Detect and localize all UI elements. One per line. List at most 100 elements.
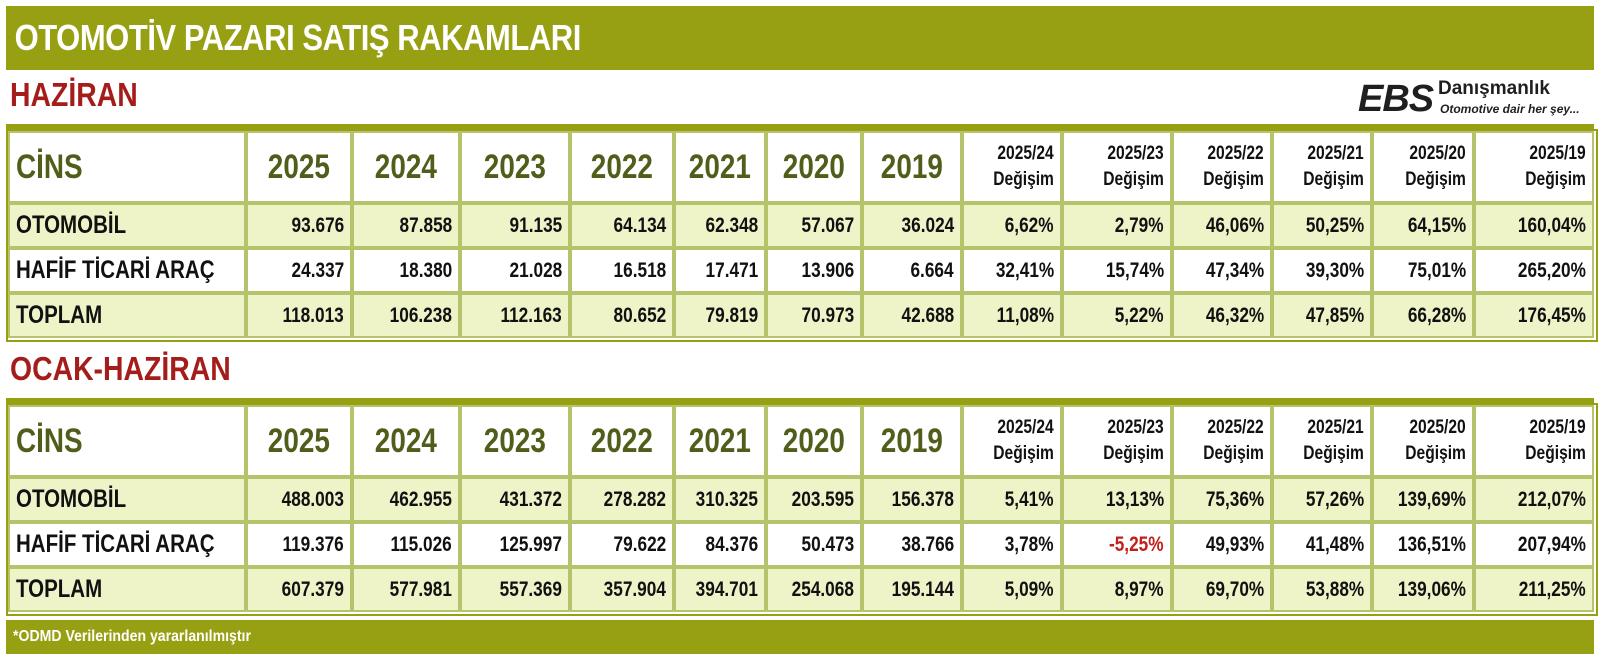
change-label: Değişim (993, 443, 1054, 464)
column-header-change: 2025/21 Değişim (1272, 131, 1372, 203)
change-value-text: 5,41% (1005, 487, 1054, 511)
change-period: 2025/20 (1409, 143, 1466, 164)
sales-value: 577.981 (352, 567, 460, 612)
row-label: HAFİF TİCARİ ARAÇ (8, 248, 246, 293)
row-label-text: HAFİF TİCARİ ARAÇ (16, 530, 215, 558)
change-period: 2025/19 (1529, 143, 1586, 164)
change-period: 2025/20 (1409, 417, 1466, 438)
sales-value: 125.997 (460, 522, 570, 567)
change-value: 5,41% (962, 477, 1062, 522)
sales-value-text: 462.955 (389, 487, 452, 511)
column-header-year: 2025 (246, 131, 352, 203)
footer-banner: *ODMD Verilerinden yararlanılmıştır (6, 620, 1594, 654)
change-period: 2025/21 (1307, 417, 1364, 438)
change-period: 2025/23 (1107, 143, 1164, 164)
change-label: Değişim (1203, 169, 1264, 190)
sales-value: 431.372 (460, 477, 570, 522)
change-value-text: 49,93% (1205, 532, 1264, 556)
sales-value: 21.028 (460, 248, 570, 293)
source-note: *ODMD Verilerinden yararlanılmıştır (13, 628, 251, 645)
sales-value-text: 50.473 (801, 532, 854, 556)
sales-value-text: 6.664 (910, 258, 954, 282)
sales-value-text: 431.372 (499, 487, 562, 511)
column-header-year-text: 2023 (483, 421, 547, 460)
sales-value: 607.379 (246, 567, 352, 612)
change-period: 2025/23 (1107, 417, 1164, 438)
sales-value: 50.473 (766, 522, 862, 567)
sales-value-text: 64.134 (613, 213, 666, 237)
sales-value: 62.348 (674, 203, 766, 248)
column-header-year: 2019 (862, 405, 962, 477)
sales-value-text: 115.026 (390, 532, 452, 556)
row-label: TOPLAM (8, 293, 246, 338)
change-value: 5,22% (1062, 293, 1172, 338)
sales-value: 156.378 (862, 477, 962, 522)
section-divider (6, 398, 1594, 403)
column-header-year-text: 2023 (483, 147, 547, 186)
sales-value-text: 156.378 (891, 487, 954, 511)
change-value-text: 6,62% (1005, 213, 1054, 237)
sales-value-text: 125.997 (499, 532, 562, 556)
change-period: 2025/19 (1529, 417, 1586, 438)
change-value: 207,94% (1474, 522, 1594, 567)
change-value: 2,79% (1062, 203, 1172, 248)
sales-value: 106.238 (352, 293, 460, 338)
change-value: 41,48% (1272, 522, 1372, 567)
change-value-text: 64,15% (1407, 213, 1466, 237)
change-period: 2025/21 (1307, 143, 1364, 164)
sales-value-text: 21.028 (509, 258, 562, 282)
change-value-text: 5,09% (1005, 577, 1054, 601)
column-header-year: 2023 (460, 131, 570, 203)
column-header-year: 2020 (766, 405, 862, 477)
sales-value-text: 119.376 (282, 532, 344, 556)
change-value: 75,36% (1172, 477, 1272, 522)
change-period: 2025/24 (997, 417, 1054, 438)
section-divider (6, 124, 1594, 129)
sales-value: 118.013 (246, 293, 352, 338)
change-value-text: 57,26% (1305, 487, 1364, 511)
sales-value: 203.595 (766, 477, 862, 522)
column-header-year: 2022 (570, 405, 674, 477)
change-value-text: 211,25% (1518, 577, 1586, 601)
sales-value: 310.325 (674, 477, 766, 522)
column-header-year-text: 2024 (374, 147, 438, 186)
sales-value: 57.067 (766, 203, 862, 248)
change-label: Değişim (1405, 169, 1466, 190)
row-label-text: OTOMOBİL (16, 485, 127, 513)
change-value-text: 15,74% (1105, 258, 1164, 282)
sales-value-text: 13.906 (801, 258, 854, 282)
change-value-text: 5,22% (1115, 303, 1164, 327)
change-value-text: 160,04% (1518, 213, 1586, 237)
section-title-haziran: HAZİRAN (10, 76, 138, 113)
sales-value: 18.380 (352, 248, 460, 293)
change-label: Değişim (1303, 443, 1364, 464)
sales-value-text: 16.518 (613, 258, 666, 282)
change-value: -5,25% (1062, 522, 1172, 567)
change-value-text: 207,94% (1518, 532, 1586, 556)
sales-value-text: 87.858 (399, 213, 452, 237)
sales-value-text: 488.003 (281, 487, 344, 511)
column-header-category: CİNS (8, 131, 246, 203)
change-value: 57,26% (1272, 477, 1372, 522)
sales-value: 254.068 (766, 567, 862, 612)
change-value: 50,25% (1272, 203, 1372, 248)
column-header-year: 2025 (246, 405, 352, 477)
change-label: Değişim (1103, 443, 1164, 464)
row-label: OTOMOBİL (8, 203, 246, 248)
sales-value-text: 17.471 (705, 258, 758, 282)
column-header-category-text: CİNS (16, 421, 83, 460)
table-haziran: CİNS 2025 2024 2023 2022 2021 2020 2019 2025/24 D… (6, 129, 1598, 342)
change-label: Değişim (993, 169, 1054, 190)
sales-value: 557.369 (460, 567, 570, 612)
change-value: 5,09% (962, 567, 1062, 612)
change-value-text: 75,36% (1205, 487, 1264, 511)
sales-value: 462.955 (352, 477, 460, 522)
sales-value: 112.163 (460, 293, 570, 338)
change-value-text: 47,34% (1205, 258, 1264, 282)
change-value-text: 136,51% (1398, 532, 1466, 556)
change-value-text: 50,25% (1305, 213, 1364, 237)
row-label: TOPLAM (8, 567, 246, 612)
sales-value: 115.026 (352, 522, 460, 567)
change-value-text: 13,13% (1105, 487, 1164, 511)
change-value: 6,62% (962, 203, 1062, 248)
